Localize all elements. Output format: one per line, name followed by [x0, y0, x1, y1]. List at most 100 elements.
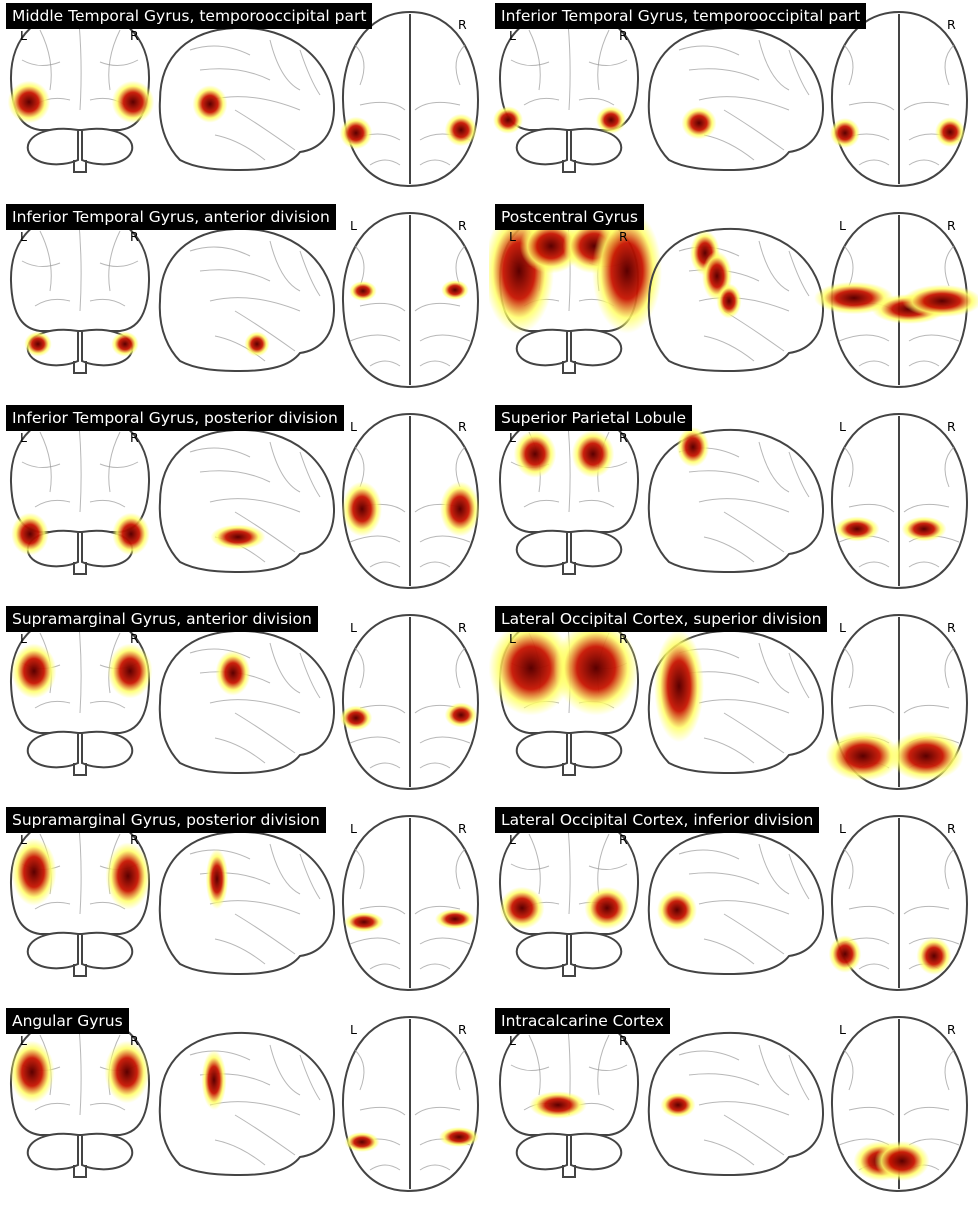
activation-blob	[107, 643, 153, 699]
hemisphere-label: L	[350, 620, 357, 635]
hemisphere-label: R	[947, 1022, 956, 1037]
activation-blob	[24, 331, 52, 357]
activation-blob	[553, 620, 639, 716]
activation-blob	[681, 106, 717, 140]
activation-blob	[105, 842, 151, 910]
activation-blob	[111, 331, 139, 357]
sagittal-view	[158, 227, 336, 373]
axial-view	[341, 1015, 480, 1193]
hemisphere-label: R	[458, 419, 467, 434]
hemisphere-label: R	[619, 28, 628, 43]
hemisphere-label: R	[619, 631, 628, 646]
activation-blob	[571, 430, 615, 478]
activation-blob	[529, 1091, 587, 1119]
hemisphere-label: R	[130, 229, 139, 244]
activation-blob	[444, 702, 478, 728]
hemisphere-label: L	[509, 1033, 516, 1048]
sagittal-view	[647, 427, 825, 574]
activation-blob	[215, 650, 251, 696]
panel-title: Supramarginal Gyrus, posterior division	[6, 807, 326, 833]
brain-panel: Inferior Temporal Gyrus, temporooccipita…	[489, 0, 978, 201]
activation-blob	[901, 516, 947, 542]
coronal-view	[9, 1015, 151, 1178]
brain-panel: Superior Parietal Lobule L R L R	[489, 402, 978, 603]
coronal-view	[489, 208, 662, 374]
hemisphere-label: L	[20, 229, 27, 244]
activation-blob	[112, 512, 150, 556]
hemisphere-label: L	[350, 419, 357, 434]
activation-blob	[441, 280, 469, 300]
hemisphere-label: R	[458, 821, 467, 836]
hemisphere-label: L	[509, 430, 516, 445]
axial-view	[339, 10, 480, 188]
activation-blob	[825, 731, 901, 781]
brain-panel: Lateral Occipital Cortex, superior divis…	[489, 603, 978, 804]
glass-brain-views: L RL R	[9, 412, 480, 590]
axial-view	[825, 613, 969, 791]
panel-title: Intracalcarine Cortex	[495, 1008, 670, 1034]
coronal-view	[498, 814, 640, 977]
activation-blob	[244, 331, 270, 357]
glass-brain-views: L RL R	[489, 613, 969, 791]
sagittal-view	[158, 629, 336, 775]
activation-blob	[210, 524, 266, 550]
activation-blob	[654, 629, 704, 743]
coronal-view	[9, 412, 151, 575]
hemisphere-label: R	[130, 631, 139, 646]
hemisphere-label: R	[130, 430, 139, 445]
glass-brain-views: L RL R	[9, 814, 480, 992]
glass-brain-views: L RL R	[498, 1015, 969, 1193]
hemisphere-label: L	[839, 620, 846, 635]
brain-panel: Supramarginal Gyrus, anterior division L R…	[0, 603, 489, 804]
glass-brain-views: L RR	[7, 10, 480, 188]
activation-blob	[9, 1040, 55, 1104]
axial-view	[814, 211, 978, 389]
coronal-view	[9, 613, 153, 776]
sagittal-view	[158, 1031, 336, 1177]
axial-view	[339, 613, 480, 791]
hemisphere-label: R	[947, 218, 956, 233]
activation-blob	[7, 80, 51, 124]
panel-title: Lateral Occipital Cortex, superior divis…	[495, 606, 828, 632]
coronal-view	[498, 412, 640, 575]
sagittal-view	[647, 26, 825, 172]
brain-panel: Middle Temporal Gyrus, temporooccipital …	[0, 0, 489, 201]
hemisphere-label: L	[350, 821, 357, 836]
coronal-view	[498, 1015, 640, 1178]
activation-blob	[344, 1132, 380, 1152]
hemisphere-label: R	[947, 821, 956, 836]
activation-blob	[916, 937, 952, 975]
sagittal-view	[647, 629, 825, 775]
activation-blob	[339, 705, 373, 731]
brain-panel: Lateral Occipital Cortex, inferior divis…	[489, 804, 978, 1005]
sagittal-view	[158, 26, 336, 172]
activation-blob	[716, 283, 742, 319]
hemisphere-label: L	[20, 1033, 27, 1048]
hemisphere-label: L	[839, 821, 846, 836]
activation-blob	[11, 838, 57, 906]
hemisphere-label: R	[947, 620, 956, 635]
axial-view	[830, 10, 969, 188]
coronal-view	[7, 10, 155, 173]
hemisphere-label: R	[130, 28, 139, 43]
activation-blob	[902, 284, 978, 318]
axial-view	[341, 211, 480, 389]
hemisphere-label: L	[350, 1022, 357, 1037]
activation-blob	[660, 1092, 696, 1118]
activation-blob	[439, 1127, 479, 1147]
activation-blob	[888, 731, 964, 781]
sagittal-view	[647, 830, 825, 976]
hemisphere-label: L	[839, 419, 846, 434]
glass-brain-views: L RL R	[498, 814, 969, 992]
activation-blob	[339, 116, 373, 150]
activation-blob	[493, 106, 523, 134]
brain-panel: Inferior Temporal Gyrus, anterior divisi…	[0, 201, 489, 402]
activation-blob	[344, 912, 384, 932]
coronal-view	[489, 613, 640, 776]
panel-title: Middle Temporal Gyrus, temporooccipital …	[6, 3, 373, 29]
coronal-view	[9, 211, 151, 374]
activation-blob	[11, 643, 57, 699]
panel-title: Inferior Temporal Gyrus, anterior divisi…	[6, 204, 336, 230]
hemisphere-label: R	[619, 832, 628, 847]
activation-blob	[935, 117, 965, 147]
